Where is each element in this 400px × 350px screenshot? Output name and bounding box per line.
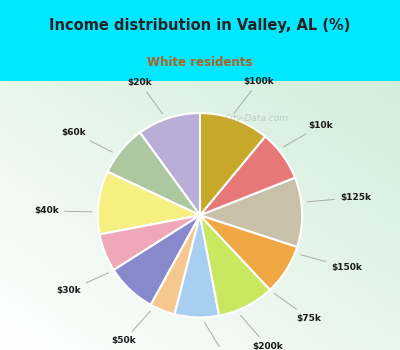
Wedge shape — [114, 215, 200, 305]
Text: $100k: $100k — [234, 77, 274, 113]
Text: $125k: $125k — [307, 193, 371, 202]
Text: $40k: $40k — [34, 206, 92, 215]
Text: $60k: $60k — [61, 128, 112, 152]
Wedge shape — [98, 172, 200, 234]
Text: $50k: $50k — [111, 311, 150, 345]
Wedge shape — [200, 215, 270, 316]
Text: $200k: $200k — [240, 315, 283, 350]
Wedge shape — [140, 113, 200, 215]
Text: $20k: $20k — [128, 78, 163, 114]
Text: > $200k: > $200k — [204, 323, 246, 350]
Text: White residents: White residents — [147, 56, 253, 69]
Text: City-Data.com: City-Data.com — [224, 114, 288, 122]
Text: Income distribution in Valley, AL (%): Income distribution in Valley, AL (%) — [49, 18, 351, 33]
Wedge shape — [100, 215, 200, 270]
Wedge shape — [200, 178, 302, 247]
Wedge shape — [108, 133, 200, 215]
Wedge shape — [151, 215, 200, 314]
Wedge shape — [200, 136, 295, 215]
Text: $10k: $10k — [284, 121, 333, 147]
Wedge shape — [200, 215, 297, 290]
Text: $30k: $30k — [56, 273, 108, 295]
Text: $75k: $75k — [274, 294, 322, 323]
Wedge shape — [200, 113, 265, 215]
Text: $150k: $150k — [300, 255, 362, 272]
Wedge shape — [174, 215, 219, 317]
